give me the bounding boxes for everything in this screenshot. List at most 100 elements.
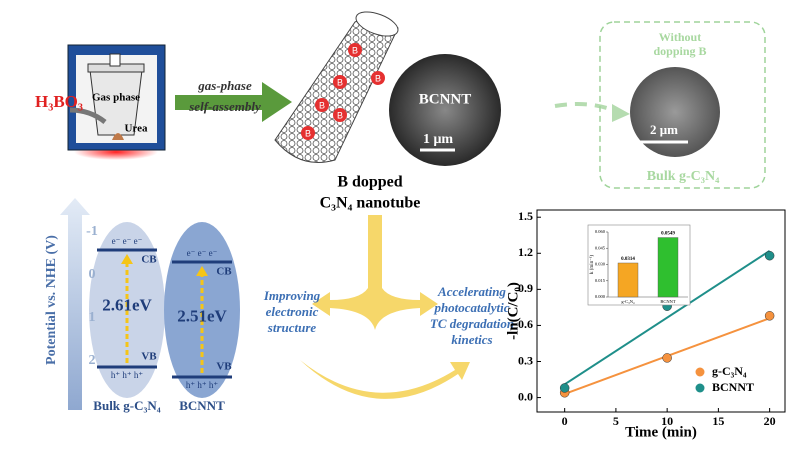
fit-line bbox=[564, 250, 771, 386]
inset-bar bbox=[617, 262, 639, 298]
dopant-label: B bbox=[375, 73, 381, 83]
band-ellipse bbox=[164, 222, 240, 398]
effect-line: photocatalytic bbox=[433, 300, 509, 315]
electrons: e⁻ e⁻ e⁻ bbox=[112, 236, 143, 246]
y-tick-label: 0.9 bbox=[518, 281, 533, 295]
y-tick-label: 1.5 bbox=[518, 209, 533, 223]
dopant-label: B bbox=[352, 45, 358, 55]
band-group: -1 0 1 2 e⁻ e⁻ e⁻ h⁺ h⁺ h⁺ CB VB 2.61eV Bulk g-C₃… bbox=[86, 224, 232, 413]
inset-category: g-C₃N₄ bbox=[621, 299, 635, 304]
sem-label: BCNNT bbox=[419, 91, 472, 107]
band-gap: 2.51eV bbox=[177, 306, 227, 325]
data-point bbox=[662, 353, 672, 363]
dopant-atom bbox=[371, 71, 385, 85]
effect-line: TC degradation bbox=[430, 316, 514, 331]
holes: h⁺ h⁺ h⁺ bbox=[111, 370, 144, 380]
potential-tick: 1 bbox=[89, 310, 96, 325]
data-point bbox=[764, 311, 775, 321]
cb-label: CB bbox=[141, 254, 157, 266]
dopant-label: B bbox=[337, 110, 343, 120]
electrons: e⁻ e⁻ e⁻ bbox=[187, 248, 218, 258]
inset-value-label: 0.0549 bbox=[661, 232, 675, 237]
effect-line: Accelerating bbox=[437, 284, 506, 299]
inset-category: BCNNT bbox=[660, 299, 676, 304]
dopant-group: B B B B B B bbox=[301, 43, 385, 140]
arrow-head bbox=[612, 104, 630, 122]
scale-label: 1 μm bbox=[423, 132, 453, 147]
material-name: Bulk g-C₃N₄ bbox=[93, 398, 160, 413]
potential-tick: -1 bbox=[86, 224, 98, 239]
inset-tick-label: 0.060 bbox=[595, 229, 606, 234]
y-tick-label: 0.3 bbox=[518, 353, 533, 367]
dopant-atom bbox=[333, 75, 347, 89]
arrow bbox=[175, 82, 292, 122]
effect-line: structure bbox=[267, 320, 317, 335]
x-tick-label: 15 bbox=[712, 414, 724, 428]
inset-tick-label: 0.030 bbox=[595, 262, 606, 267]
control-title: Without bbox=[659, 30, 701, 44]
dopant-atom bbox=[348, 43, 362, 57]
urea-label: Urea bbox=[124, 123, 148, 135]
cb-label: CB bbox=[216, 266, 232, 278]
dopant-atom bbox=[301, 126, 315, 140]
inset-tick-label: 0.000 bbox=[595, 294, 606, 299]
legend-marker bbox=[695, 367, 705, 377]
dopant-atom bbox=[315, 98, 329, 112]
dopant-label: B bbox=[337, 77, 343, 87]
potential-tick: 2 bbox=[89, 353, 96, 368]
gap-arrow-head bbox=[121, 254, 133, 264]
material-name: BCNNT bbox=[179, 398, 225, 413]
inset-y-label: k (min⁻¹) bbox=[589, 255, 595, 274]
inset-bar bbox=[657, 237, 679, 298]
y-tick-label: 0.6 bbox=[518, 317, 533, 331]
process-line: gas-phase bbox=[197, 78, 252, 93]
furnace bbox=[67, 44, 166, 160]
legend-marker bbox=[695, 383, 705, 393]
band-gap: 2.61eV bbox=[102, 295, 152, 314]
inset-value-label: 0.0314 bbox=[621, 257, 635, 262]
x-tick-label: 10 bbox=[661, 414, 673, 428]
dashed-arrow bbox=[554, 102, 619, 114]
inset-tick-label: 0.015 bbox=[595, 278, 606, 283]
gas-phase-label: Gas phase bbox=[92, 92, 140, 104]
x-tick-label: 5 bbox=[613, 414, 619, 428]
chart: 0 5 10 15 20 0.0 0.3 0.6 0.9 1.2 1.5 Time (min) -ln(… bbox=[505, 209, 775, 440]
product-line: C₃N₄ nanotube bbox=[320, 195, 421, 212]
potential-tick: 0 bbox=[89, 267, 96, 282]
x-axis-label: Time (min) bbox=[625, 424, 697, 440]
legend-label: BCNNT bbox=[712, 380, 754, 394]
x-tick-label: 0 bbox=[562, 414, 568, 428]
dopant-label: B bbox=[305, 128, 311, 138]
gap-arrow-head bbox=[196, 266, 208, 276]
dopant-label: B bbox=[319, 100, 325, 110]
process-line: self-assembly bbox=[188, 99, 261, 114]
axis-label: Potential vs. NHE (V) bbox=[44, 235, 59, 365]
holes: h⁺ h⁺ h⁺ bbox=[186, 380, 219, 390]
product-line: B dopped bbox=[337, 174, 402, 191]
scale-label: 2 μm bbox=[650, 122, 678, 137]
sem-image bbox=[389, 54, 501, 166]
y-tick-label: 0.0 bbox=[518, 389, 533, 403]
effect-line: electronic bbox=[266, 304, 319, 319]
inset-tick-label: 0.045 bbox=[595, 245, 606, 250]
vb-label: VB bbox=[141, 351, 157, 363]
nanotube bbox=[274, 11, 399, 163]
data-point bbox=[764, 250, 775, 261]
effect-line: Improving bbox=[263, 288, 321, 303]
y-axis-label: -ln(C/C₀) bbox=[505, 282, 521, 340]
data-point bbox=[559, 383, 570, 393]
vb-label: VB bbox=[216, 361, 232, 373]
control-label: Bulk g-C₃N₄ bbox=[647, 169, 720, 184]
control-title: dopping B bbox=[653, 44, 706, 58]
sem-image bbox=[630, 67, 720, 157]
y-tick-label: 1.2 bbox=[518, 245, 533, 259]
reagent: H₃BO₃ bbox=[35, 92, 83, 111]
effect-line: kinetics bbox=[451, 332, 492, 347]
potential-axis bbox=[60, 198, 90, 410]
branch-arrow bbox=[300, 215, 470, 399]
legend-label: g-C₃N₄ bbox=[712, 364, 747, 378]
dopant-atom bbox=[333, 108, 347, 122]
x-tick-label: 20 bbox=[764, 414, 776, 428]
